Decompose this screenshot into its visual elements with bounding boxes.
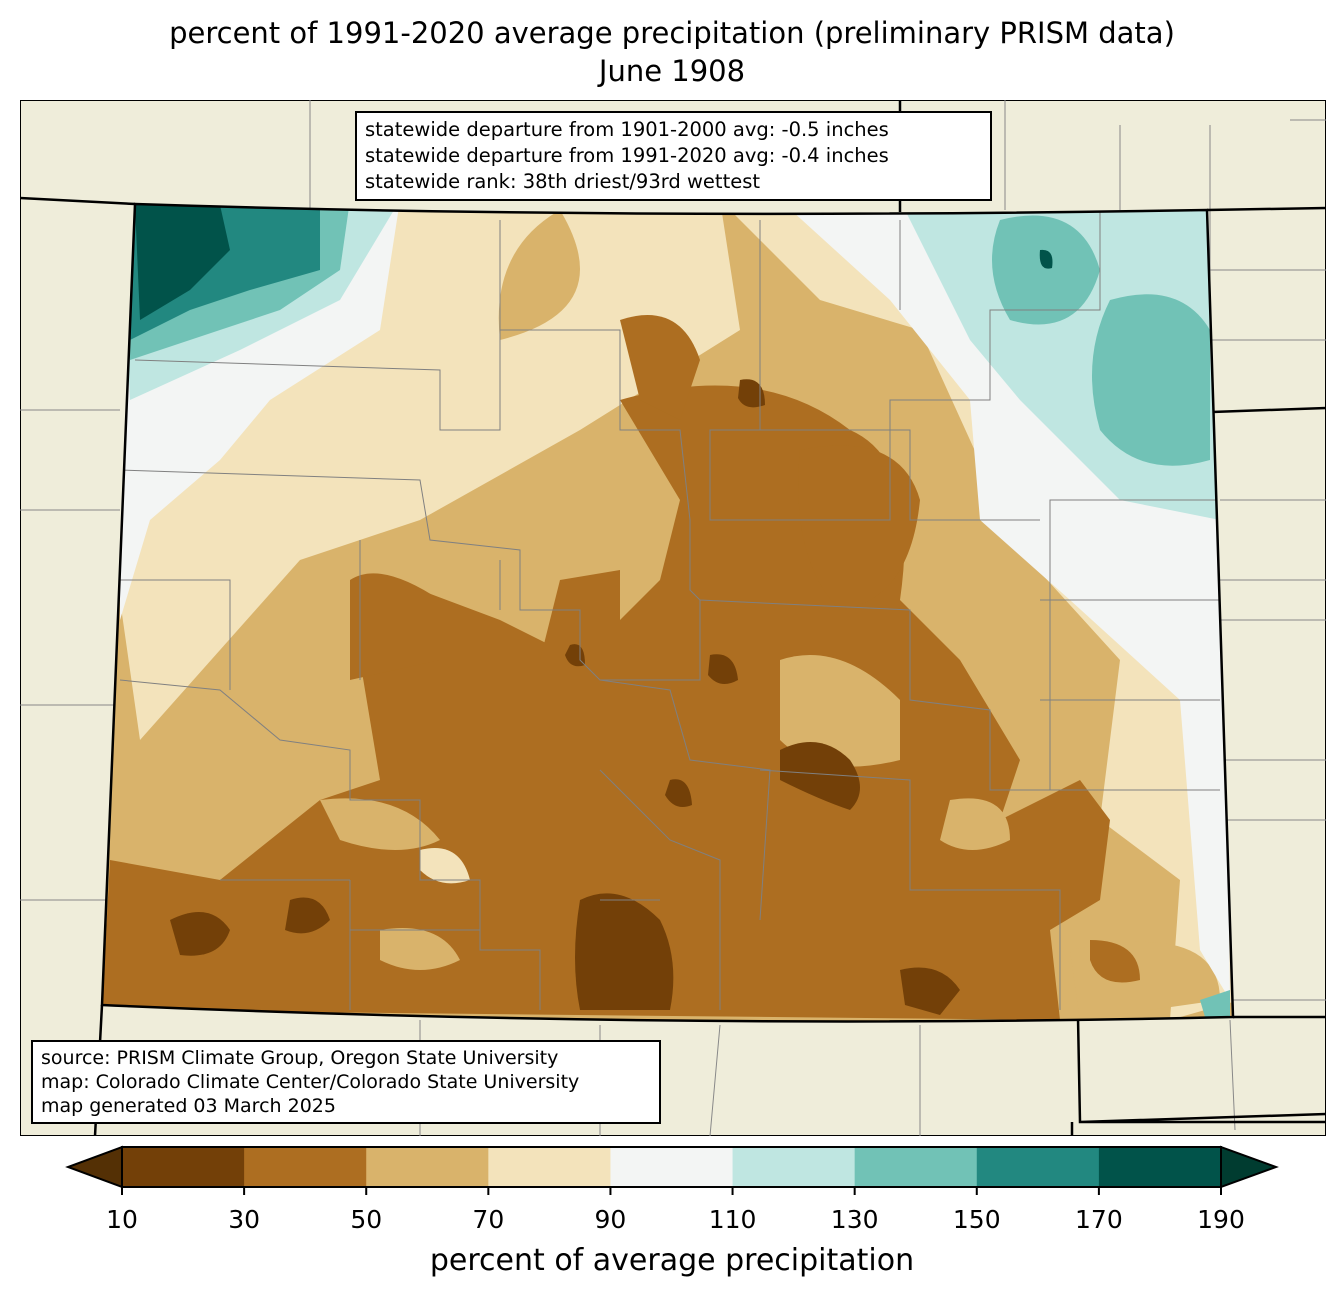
- colorbar-under-arrow: [65, 1145, 123, 1189]
- colorbar-over-arrow: [1220, 1145, 1279, 1189]
- colorbar-tick-label: 190: [1197, 1205, 1245, 1234]
- credit-generated: map generated 03 March 2025: [41, 1095, 336, 1117]
- colorbar-bin: [1098, 1147, 1222, 1187]
- colorbar-bin: [488, 1147, 611, 1187]
- map-subtitle: June 1908: [598, 54, 746, 88]
- colorbar: [65, 1145, 1279, 1195]
- colorado-border: [100, 202, 1235, 1023]
- colorbar-tick-label: 30: [228, 1205, 261, 1234]
- county-lines: [119, 204, 1220, 1010]
- colorbar-tick-label: 150: [952, 1205, 1001, 1234]
- colorbar-bin: [732, 1147, 856, 1187]
- colorbar-bin: [610, 1147, 734, 1187]
- colorbar-tick-label: 90: [594, 1205, 627, 1234]
- colorbar-tick-label: 170: [1075, 1205, 1123, 1234]
- colorbar-bin: [122, 1147, 245, 1187]
- colorbar-tick-label: 110: [708, 1205, 757, 1234]
- colorbar-tick-label: 130: [830, 1205, 879, 1234]
- colorbar-bin: [366, 1147, 489, 1187]
- statewide-stats-box: statewide departure from 1901-2000 avg: …: [355, 111, 992, 201]
- colorbar-label: percent of average precipitation: [429, 1243, 915, 1278]
- precipitation-map: [20, 100, 1326, 1136]
- colorbar-tick-label: 70: [472, 1205, 505, 1234]
- colorbar-outline: [121, 1146, 1222, 1188]
- map-title: percent of 1991-2020 average precipitati…: [169, 16, 1175, 50]
- stat-departure-1991-2020: statewide departure from 1991-2020 avg: …: [365, 144, 889, 167]
- colorbar-bin: [854, 1147, 978, 1187]
- stat-departure-1901-2000: statewide departure from 1901-2000 avg: …: [365, 118, 889, 141]
- colorbar-bin: [244, 1147, 367, 1187]
- colorbar-bin: [976, 1147, 1100, 1187]
- credits-box: source: PRISM Climate Group, Oregon Stat…: [31, 1040, 661, 1124]
- credit-map: map: Colorado Climate Center/Colorado St…: [41, 1071, 580, 1093]
- credit-source: source: PRISM Climate Group, Oregon Stat…: [41, 1047, 559, 1069]
- colorbar-tick-label: 50: [350, 1205, 383, 1234]
- precipitation-field: [102, 204, 1233, 1022]
- colorbar-tick-label: 10: [106, 1205, 138, 1234]
- stat-rank: statewide rank: 38th driest/93rd wettest: [365, 170, 761, 193]
